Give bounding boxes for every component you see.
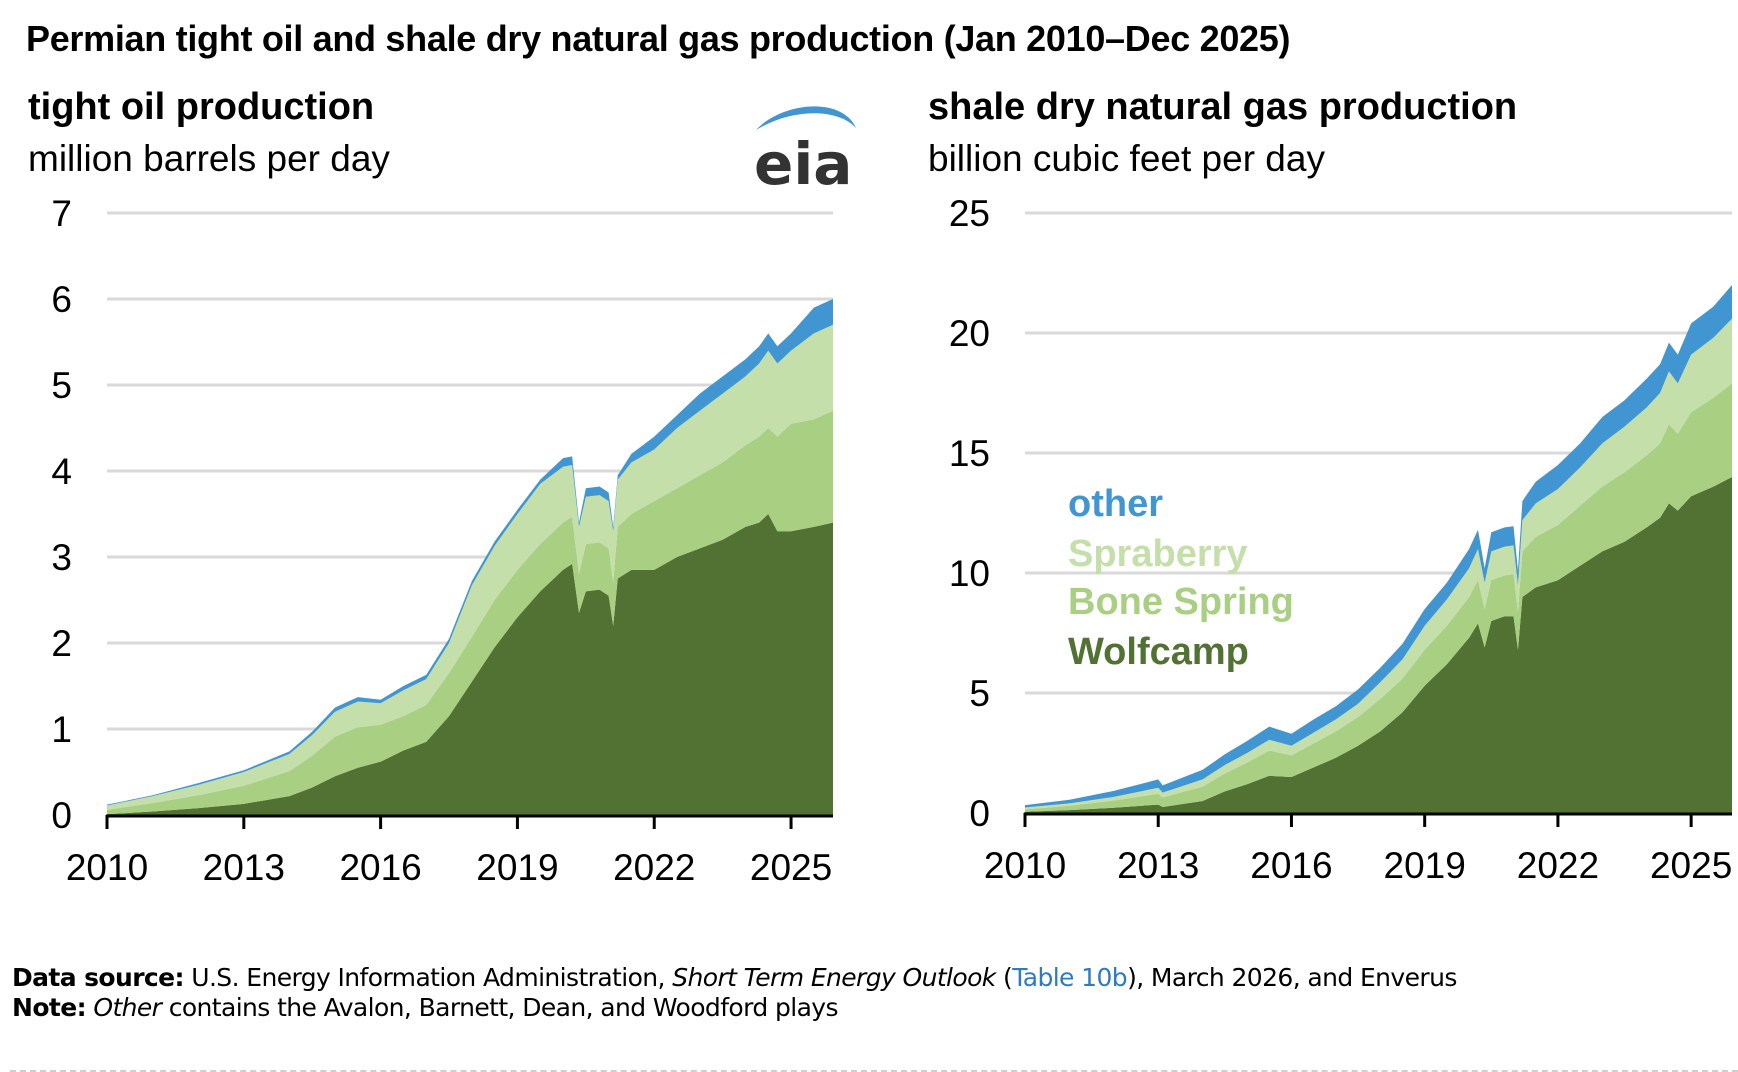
data-source-note: Data source: U.S. Energy Information Adm… — [12, 963, 1457, 992]
eia-logo: eia — [754, 106, 856, 190]
data-source-publication: Short Term Energy Outlook — [672, 963, 996, 992]
gas-y-tick-label: 20 — [949, 313, 990, 354]
oil-y-tick-label: 1 — [51, 709, 72, 750]
oil-x-tick-label: 2013 — [203, 847, 285, 888]
gas-y-tick-label: 5 — [969, 673, 990, 714]
bottom-divider — [10, 1070, 1738, 1072]
gas-chart-unit-label: billion cubic feet per day — [928, 138, 1325, 179]
gas-y-tick-label: 25 — [949, 193, 990, 234]
gas-y-tick-label: 10 — [949, 553, 990, 594]
oil-x-tick-label: 2016 — [339, 847, 421, 888]
data-source-label: Data source: — [12, 963, 185, 992]
gas-area-bone-spring — [1025, 383, 1732, 812]
eia-logo-text: eia — [754, 130, 852, 190]
data-source-text: U.S. Energy Information Administration, — [183, 963, 673, 992]
gas-x-tick-label: 2019 — [1384, 845, 1466, 886]
oil-y-tick-label: 2 — [51, 623, 72, 664]
gas-area-wolfcamp — [1025, 477, 1732, 813]
oil-chart-group: 0 1 2 3 4 5 6 7 2010 2013 2016 2019 2022 2025 — [51, 193, 833, 888]
oil-y-tick-label: 6 — [51, 279, 72, 320]
oil-y-tick-label: 7 — [51, 193, 72, 234]
note-italic: Other — [86, 993, 162, 1022]
gas-y-tick-label: 15 — [949, 433, 990, 474]
legend-spraberry: Spraberry — [1068, 533, 1248, 575]
eia-logo-arc-icon — [756, 106, 856, 130]
oil-x-tick-label: 2019 — [476, 847, 558, 888]
oil-x-tick-label: 2025 — [750, 847, 832, 888]
oil-area-other — [107, 299, 833, 806]
oil-area-bone-spring — [107, 410, 833, 815]
gas-chart-title: shale dry natural gas production — [928, 86, 1518, 128]
gas-x-tick-label: 2013 — [1117, 845, 1199, 886]
gas-x-tick-label: 2025 — [1650, 845, 1732, 886]
table-10b-link[interactable]: Table 10b — [1012, 963, 1128, 992]
data-source-paren-open: ( — [995, 963, 1013, 992]
data-source-date: ), March 2026, and Enverus — [1127, 963, 1457, 992]
oil-area-spraberry — [107, 324, 833, 810]
gas-x-tick-label: 2016 — [1250, 845, 1332, 886]
note-label: Note: — [12, 993, 87, 1022]
figure-title: Permian tight oil and shale dry natural … — [26, 18, 1291, 59]
gas-y-tick-label: 0 — [969, 793, 990, 834]
oil-y-tick-label: 5 — [51, 365, 72, 406]
oil-y-tick-label: 3 — [51, 537, 72, 578]
oil-y-tick-label: 0 — [51, 795, 72, 836]
oil-chart-title: tight oil production — [28, 86, 375, 128]
oil-chart-unit-label: million barrels per day — [28, 138, 390, 179]
note-text: contains the Avalon, Barnett, Dean, and … — [161, 993, 839, 1022]
gas-x-tick-label: 2022 — [1517, 845, 1599, 886]
footnote: Note: Other contains the Avalon, Barnett… — [12, 993, 839, 1022]
gas-x-tick-label: 2010 — [984, 845, 1066, 886]
oil-x-tick-label: 2010 — [66, 847, 148, 888]
legend-bone-spring: Bone Spring — [1068, 581, 1294, 623]
oil-y-tick-label: 4 — [51, 451, 72, 492]
legend-wolfcamp: Wolfcamp — [1068, 631, 1249, 673]
oil-area-wolfcamp — [107, 514, 833, 815]
legend-other: other — [1068, 483, 1163, 525]
oil-x-tick-label: 2022 — [613, 847, 695, 888]
